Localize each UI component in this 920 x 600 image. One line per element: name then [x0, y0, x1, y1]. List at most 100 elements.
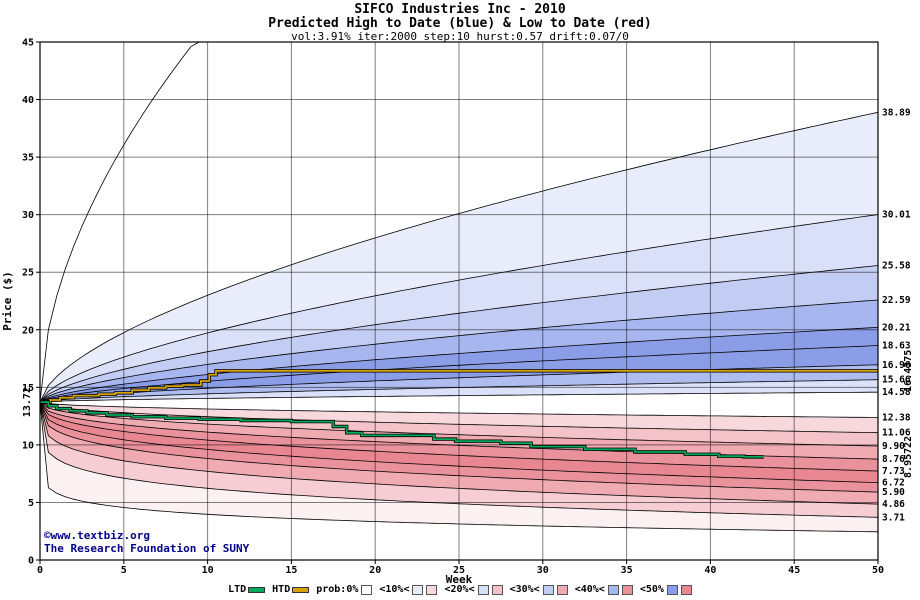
probability-swatch: [607, 584, 619, 595]
band-value-label: 14.58: [882, 387, 911, 398]
probability-swatch: [621, 584, 633, 595]
band-value-label: 25.58: [882, 261, 911, 272]
probability-swatch: [491, 584, 503, 595]
band-value-label: 15.66: [882, 375, 911, 386]
x-tick-label: 10: [202, 565, 214, 576]
y-tick-label: 30: [22, 210, 34, 221]
band-value-label: 12.38: [882, 412, 911, 423]
x-tick-label: 35: [621, 565, 633, 576]
x-tick-label: 30: [537, 565, 549, 576]
legend-line-swatch: [292, 586, 310, 593]
band-boundary-line: [39, 401, 879, 434]
legend-item-50: <50%: [640, 584, 692, 595]
legend-item-10: <10%<: [379, 584, 438, 595]
band-value-label: 4.86: [882, 499, 905, 510]
band-value-label: 7.73: [882, 466, 905, 477]
x-tick-label: 45: [788, 565, 800, 576]
band-boundary-line: [39, 402, 879, 533]
band-boundary-line: [39, 401, 879, 418]
legend-label: <10%<: [379, 584, 410, 595]
y-tick-label: 35: [22, 153, 34, 164]
band-boundary-line: [39, 402, 879, 518]
band-value-label: 5.90: [882, 487, 905, 498]
probability-swatch: [412, 584, 424, 595]
band-value-label: 11.06: [882, 428, 911, 439]
band-boundary-line: [39, 401, 879, 447]
probability-swatch: [542, 584, 554, 595]
band-boundary-line: [39, 391, 878, 403]
legend-label: HTD: [272, 584, 291, 595]
probability-swatch: [556, 584, 568, 595]
probability-band: [40, 402, 878, 518]
start-price-label: 13.72: [22, 387, 33, 417]
x-tick-label: 15: [285, 565, 297, 576]
band-boundary-line: [39, 327, 879, 403]
band-value-label: 20.21: [882, 322, 911, 333]
x-tick-label: 50: [872, 565, 884, 576]
x-axis-title: Week: [446, 573, 473, 586]
ltd-line: [40, 401, 764, 458]
band-boundary-line: [39, 111, 879, 403]
band-value-label: 18.63: [882, 341, 911, 352]
legend-item-40: <40%<: [575, 584, 633, 595]
band-boundary-line: [39, 401, 879, 493]
legend-item-30: <30%<: [510, 584, 568, 595]
copyright-link[interactable]: ©www.textbiz.org: [44, 529, 150, 542]
legend-label: prob:0%: [316, 584, 359, 595]
legend-label: <30%<: [509, 584, 540, 595]
probability-swatch: [666, 584, 678, 595]
chart-parameters: vol:3.91% iter:2000 step:10 hurst:0.57 d…: [291, 30, 629, 43]
probability-band: [40, 402, 878, 471]
band-value-label: 30.01: [882, 210, 911, 221]
band-value-label: 3.71: [882, 512, 905, 523]
y-tick-label: 40: [22, 95, 34, 106]
y-tick-label: 10: [22, 440, 34, 451]
legend-label: <40%<: [574, 584, 605, 595]
band-boundary-line: [39, 401, 879, 483]
probability-band: [40, 402, 878, 532]
probability-band: [40, 42, 878, 403]
y-tick-label: 20: [22, 325, 34, 336]
page-title: SIFCO Industries Inc - 2010: [354, 2, 566, 17]
htd-line: [40, 369, 878, 404]
band-boundary-line: [39, 345, 879, 403]
band-value-label: 9.90: [882, 441, 905, 452]
x-tick-label: 5: [121, 565, 127, 576]
y-tick-label: 5: [28, 498, 34, 509]
chart-subtitle: Predicted High to Date (blue) & Low to D…: [268, 16, 652, 31]
legend-label: <20%<: [444, 584, 475, 595]
htd-end-value-label: 16.4375: [903, 350, 914, 392]
probability-swatch: [680, 584, 692, 595]
y-tick-label: 25: [22, 268, 34, 279]
band-value-label: 38.89: [882, 107, 911, 118]
band-boundary-line: [39, 265, 879, 403]
probability-swatch: [477, 584, 489, 595]
y-tick-label: 15: [22, 383, 34, 394]
y-tick-label: 45: [22, 38, 34, 49]
band-value-label: 22.59: [882, 295, 911, 306]
probability-swatch: [361, 584, 373, 595]
x-tick-label: 40: [704, 565, 716, 576]
band-boundary-line: [39, 401, 879, 472]
legend-line-swatch: [248, 586, 266, 593]
band-boundary-line: [39, 402, 879, 505]
probability-band: [40, 402, 878, 446]
band-boundary-line: [39, 214, 879, 403]
legend-label: <50%: [639, 584, 664, 595]
legend-item-20: <20%<: [444, 584, 503, 595]
footer-organization: The Research Foundation of SUNY: [44, 542, 250, 555]
legend-label: LTD: [228, 584, 247, 595]
probability-swatch: [426, 584, 438, 595]
y-tick-label: 0: [28, 556, 34, 567]
band-boundary-line: [39, 364, 879, 403]
ltd-end-value-label: 8.95722: [903, 436, 914, 478]
x-tick-label: 20: [369, 565, 381, 576]
band-boundary-line: [39, 299, 879, 403]
band-value-label: 6.72: [882, 478, 905, 489]
y-axis-title: Price ($): [1, 271, 14, 331]
x-tick-label: 0: [37, 565, 43, 576]
legend-item-prob-0: prob:0%: [316, 584, 373, 595]
band-boundary-line: [39, 379, 879, 403]
